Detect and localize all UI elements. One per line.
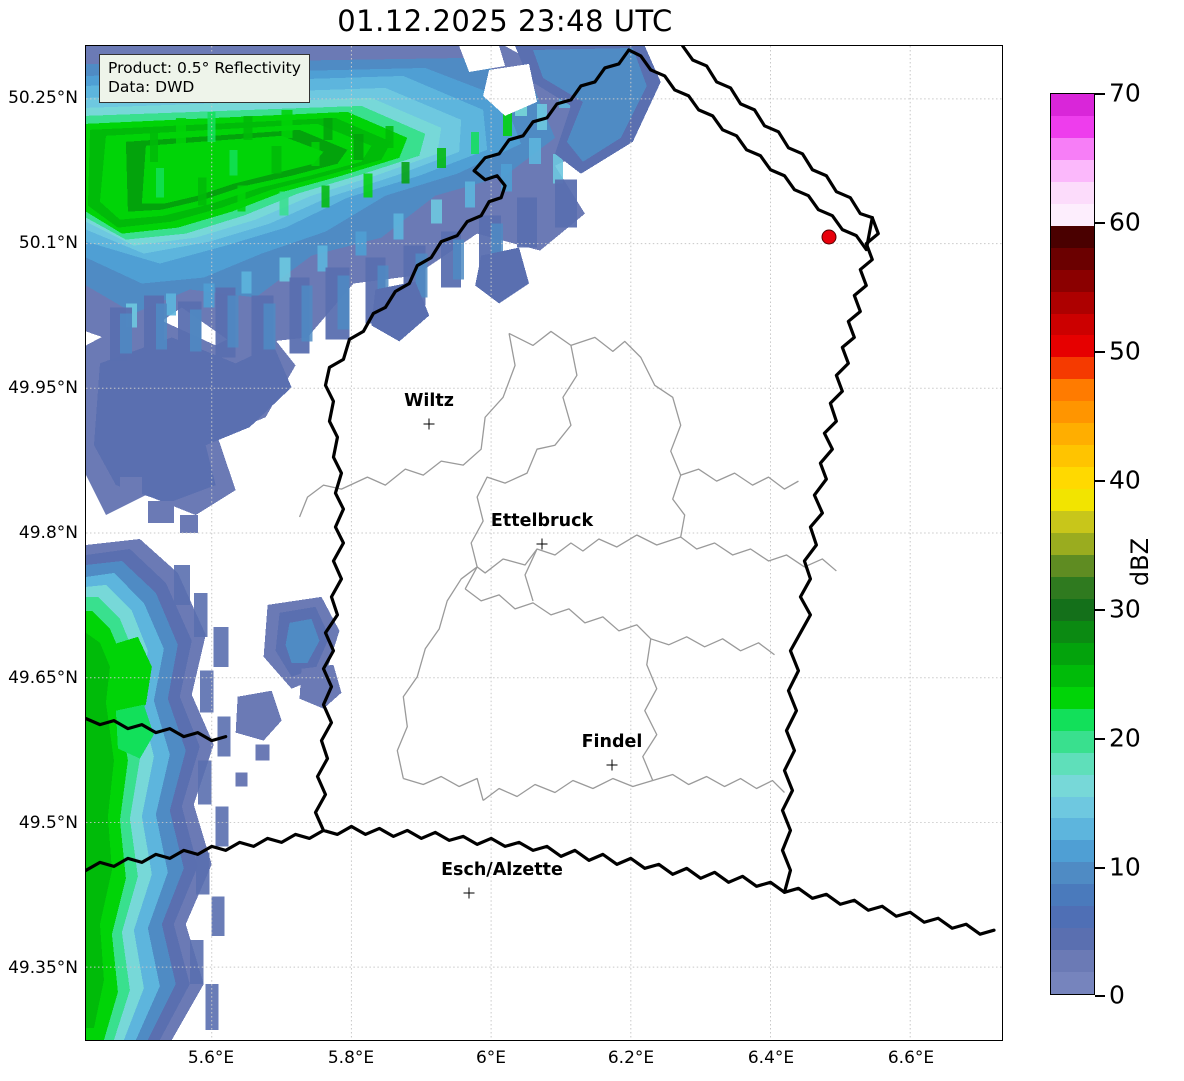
- colorbar-band-17: [1051, 467, 1094, 490]
- colorbar-band-19: [1051, 511, 1094, 534]
- colorbar-band-25: [1051, 642, 1094, 665]
- colorbar-band-34: [1051, 840, 1094, 863]
- city-marker-wiltz: [423, 418, 435, 430]
- y-tick-label: 50.25°N: [8, 88, 78, 108]
- colorbar-tick: [1095, 222, 1105, 224]
- colorbar-tick: [1095, 351, 1105, 353]
- colorbar-band-16: [1051, 445, 1094, 468]
- product-line: Product: 0.5° Reflectivity: [108, 59, 301, 77]
- colorbar-band-21: [1051, 555, 1094, 577]
- x-tick-label: 6.6°E: [887, 1048, 935, 1068]
- colorbar-band-20: [1051, 533, 1094, 556]
- colorbar-tick: [1095, 995, 1105, 997]
- colorbar[interactable]: [1050, 93, 1095, 995]
- x-tick-label: 6.4°E: [747, 1048, 795, 1068]
- city-label-wiltz: Wiltz: [404, 391, 454, 411]
- y-tick-label: 49.35°N: [8, 958, 78, 978]
- colorbar-band-2: [1051, 137, 1094, 160]
- y-tick-label: 50.1°N: [18, 233, 78, 253]
- colorbar-tick-label: 50: [1109, 336, 1141, 366]
- city-label-ettelbruck: Ettelbruck: [490, 511, 594, 531]
- colorbar-tick-label: 70: [1109, 78, 1141, 108]
- colorbar-tick-label: 30: [1109, 594, 1141, 624]
- colorbar-tick: [1095, 93, 1105, 95]
- colorbar-band-12: [1051, 357, 1094, 380]
- colorbar-tick: [1095, 609, 1105, 611]
- colorbar-band-5: [1051, 203, 1094, 226]
- radar-echo-southwest: [86, 477, 342, 1040]
- colorbar-band-4: [1051, 181, 1094, 204]
- colorbar-band-8: [1051, 269, 1094, 292]
- colorbar-tick: [1095, 867, 1105, 869]
- city-marker-findel: [606, 759, 618, 771]
- colorbar-band-35: [1051, 862, 1094, 885]
- colorbar-tick-label: 20: [1109, 723, 1141, 753]
- colorbar-band-26: [1051, 664, 1094, 687]
- colorbar-band-40: [1051, 972, 1094, 995]
- colorbar-band-3: [1051, 159, 1094, 182]
- colorbar-band-22: [1051, 576, 1094, 599]
- colorbar-band-30: [1051, 752, 1094, 775]
- colorbar-band-11: [1051, 335, 1094, 358]
- x-tick-label: 5.8°E: [327, 1048, 375, 1068]
- colorbar-band-37: [1051, 906, 1094, 929]
- radar-echo-northwest: [86, 46, 661, 516]
- colorbar-tick-label: 10: [1109, 852, 1141, 882]
- city-marker-esch-alzette: [463, 887, 475, 899]
- y-tick-label: 49.8°N: [18, 523, 78, 543]
- canton-boundaries: [298, 330, 837, 802]
- y-tick-label: 49.95°N: [8, 378, 78, 398]
- colorbar-band-29: [1051, 730, 1094, 753]
- colorbar-band-14: [1051, 401, 1094, 424]
- product-info-box: Product: 0.5° Reflectivity Data: DWD: [99, 54, 310, 103]
- x-tick-label: 6.2°E: [607, 1048, 655, 1068]
- colorbar-tick: [1095, 738, 1105, 740]
- radar-map-plot[interactable]: Product: 0.5° Reflectivity Data: DWD Wil…: [85, 45, 1003, 1041]
- colorbar-band-10: [1051, 313, 1094, 336]
- colorbar-axis-title: dBZ: [1126, 537, 1154, 587]
- colorbar-band-15: [1051, 423, 1094, 446]
- page-title: 01.12.2025 23:48 UTC: [337, 4, 673, 38]
- colorbar-tick-label: 40: [1109, 465, 1141, 495]
- colorbar-band-27: [1051, 686, 1094, 709]
- colorbar-band-28: [1051, 708, 1094, 731]
- colorbar-band-6: [1051, 225, 1094, 248]
- colorbar-band-36: [1051, 884, 1094, 907]
- map-canvas: [86, 46, 1002, 1040]
- colorbar-band-39: [1051, 950, 1094, 973]
- colorbar-tick: [1095, 480, 1105, 482]
- colorbar-band-13: [1051, 379, 1094, 402]
- colorbar-band-1: [1051, 115, 1094, 138]
- colorbar-band-9: [1051, 291, 1094, 314]
- colorbar-band-31: [1051, 774, 1094, 797]
- colorbar-band-18: [1051, 489, 1094, 512]
- city-marker-ettelbruck: [536, 538, 548, 550]
- colorbar-band-24: [1051, 620, 1094, 643]
- colorbar-band-0: [1051, 94, 1094, 116]
- colorbar-band-7: [1051, 247, 1094, 270]
- colorbar-band-23: [1051, 598, 1094, 621]
- colorbar-band-32: [1051, 796, 1094, 819]
- colorbar-tick-label: 60: [1109, 207, 1141, 237]
- city-label-esch-alzette: Esch/Alzette: [441, 860, 563, 880]
- y-tick-label: 49.5°N: [18, 813, 78, 833]
- x-tick-label: 5.6°E: [187, 1048, 235, 1068]
- national-borders: [86, 46, 996, 936]
- city-label-findel: Findel: [581, 732, 643, 752]
- x-tick-label: 6°E: [475, 1048, 507, 1068]
- colorbar-tick-label: 0: [1109, 980, 1125, 1010]
- radar-site-dot[interactable]: [821, 229, 837, 245]
- colorbar-band-38: [1051, 928, 1094, 951]
- y-tick-label: 49.65°N: [8, 668, 78, 688]
- colorbar-band-33: [1051, 818, 1094, 841]
- data-source-line: Data: DWD: [108, 77, 195, 96]
